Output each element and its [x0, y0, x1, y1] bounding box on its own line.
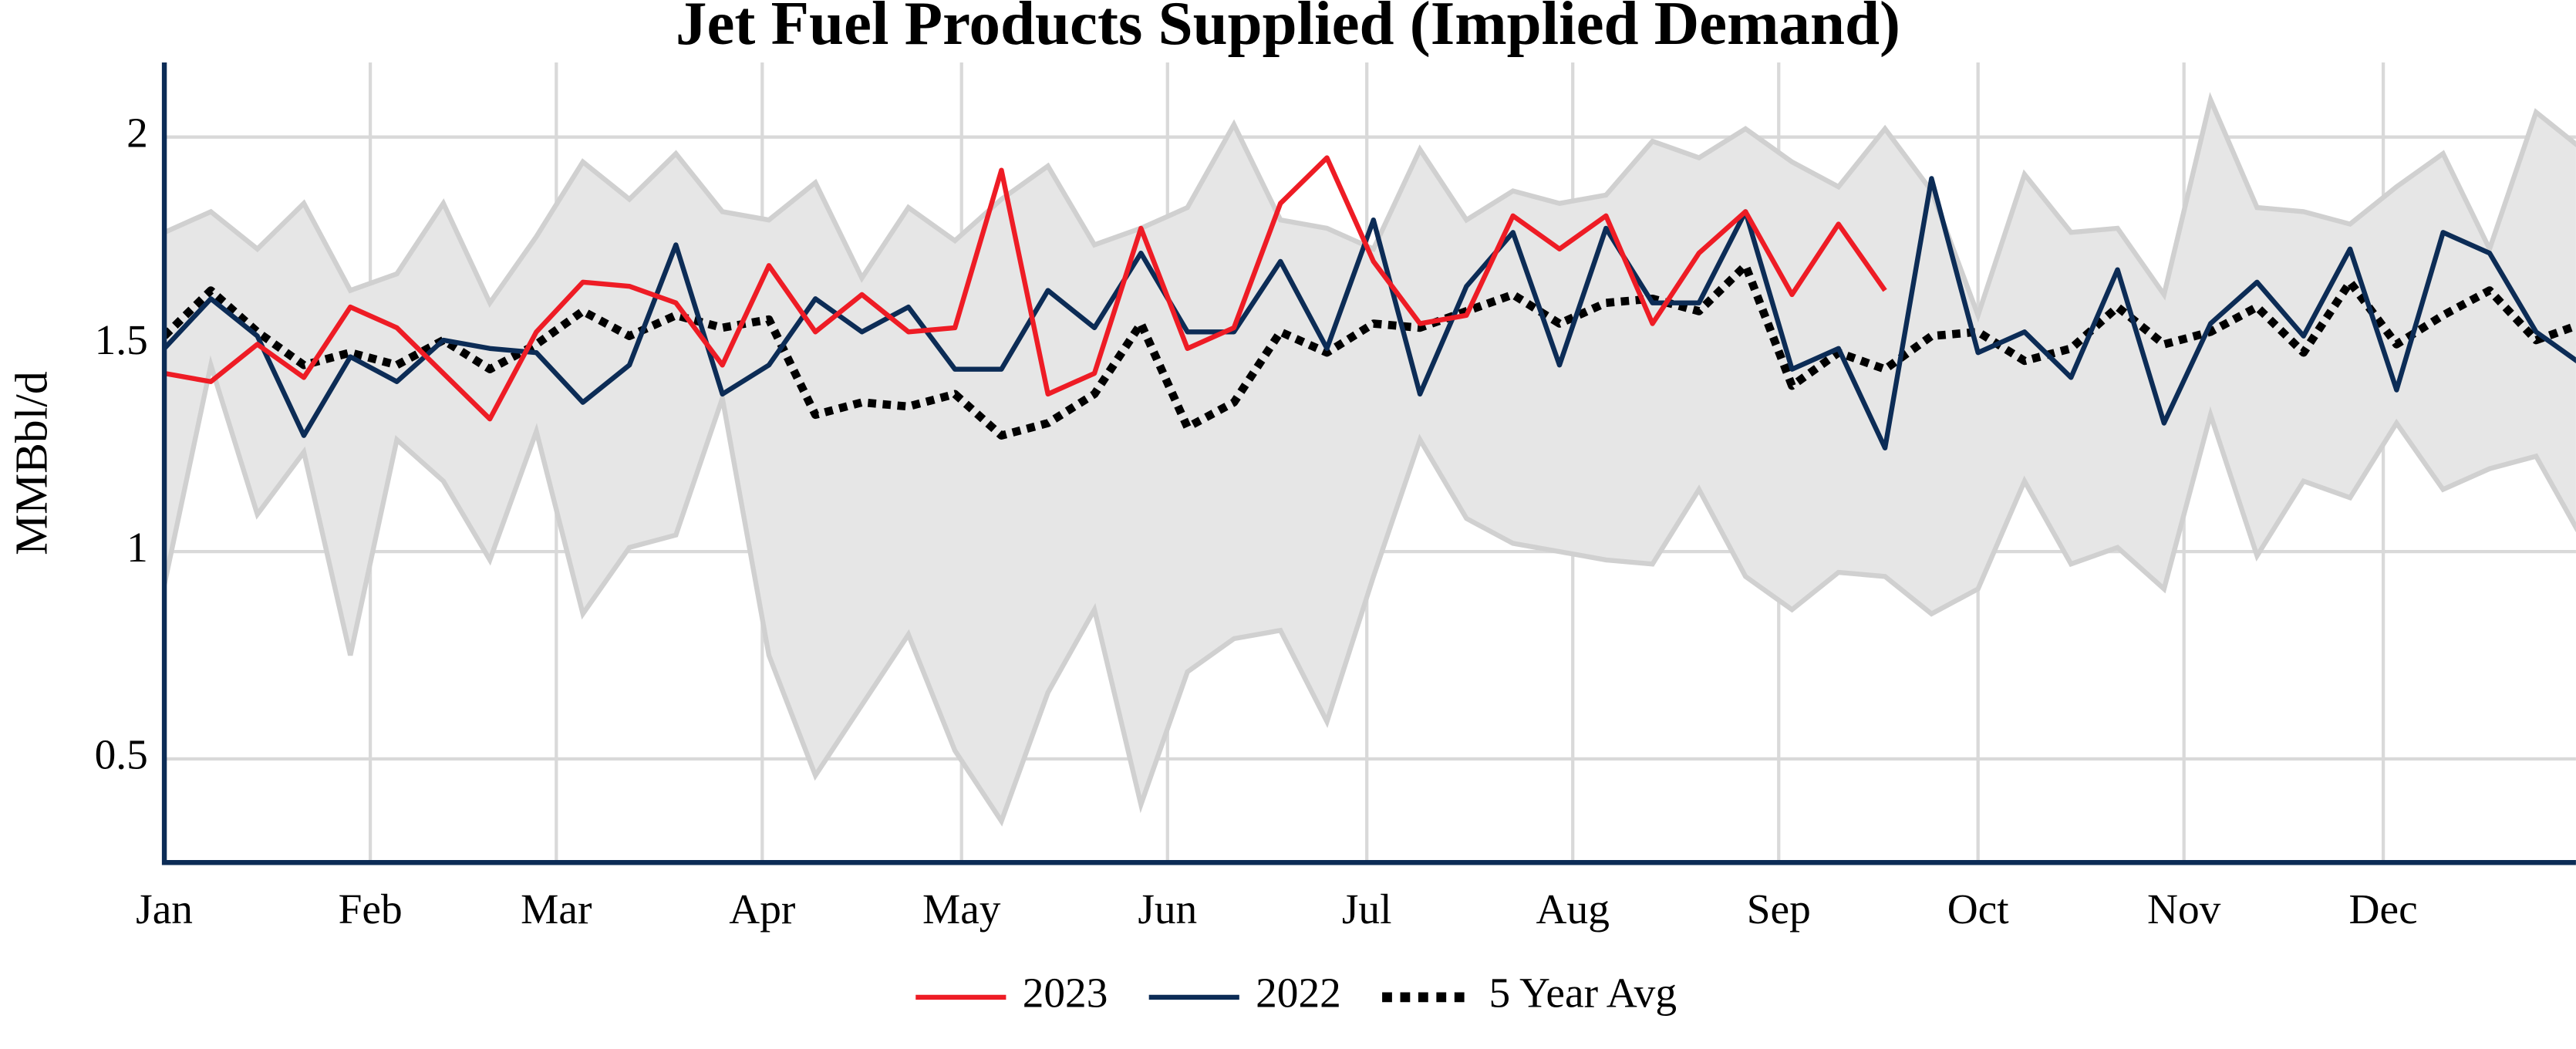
series-line	[164, 261, 2576, 440]
x-tick-label: Apr	[729, 885, 795, 933]
y-tick-label: 1	[126, 524, 148, 571]
legend-item: 5 Year Avg	[1382, 970, 1677, 1017]
x-tick-label: Jun	[1138, 885, 1197, 933]
x-tick-label: Jan	[136, 885, 193, 933]
legend-label: 2022	[1256, 970, 1341, 1017]
x-tick-label: Oct	[1947, 885, 2010, 933]
legend-item: 2022	[1148, 970, 1341, 1017]
x-tick-label: Dec	[2349, 885, 2418, 933]
series-line	[164, 176, 2576, 450]
x-tick-label: Mar	[521, 885, 592, 933]
y-tick-label: 2	[126, 109, 148, 156]
x-tick-label: Aug	[1536, 885, 1610, 933]
y-tick-label: 0.5	[95, 731, 148, 778]
plot-area	[164, 92, 2576, 827]
x-tick-label: Feb	[339, 885, 403, 933]
axes: 0.5 1 1.5 2 Jan Feb Mar Apr May Jun Jul Aug Sep Oct No…	[95, 62, 2576, 933]
chart-title: Jet Fuel Products Supplied (Implied Dema…	[676, 0, 1900, 58]
x-tick-label: May	[922, 885, 1001, 933]
x-tick-label: Jul	[1342, 885, 1392, 933]
y-axis-label: MMBbl/d	[6, 371, 57, 555]
legend-item: 2023	[915, 970, 1108, 1017]
legend-label: 5 Year Avg	[1489, 970, 1677, 1017]
y-tick-label: 1.5	[95, 316, 148, 363]
legend: 2023 2022 5 Year Avg	[915, 970, 1677, 1017]
range-max-line	[164, 92, 2576, 323]
range-min-line	[164, 355, 2576, 827]
x-tick-label: Nov	[2147, 885, 2221, 933]
legend-label: 2023	[1023, 970, 1108, 1017]
series-line	[164, 155, 1887, 422]
x-tick-label: Sep	[1747, 885, 1811, 933]
